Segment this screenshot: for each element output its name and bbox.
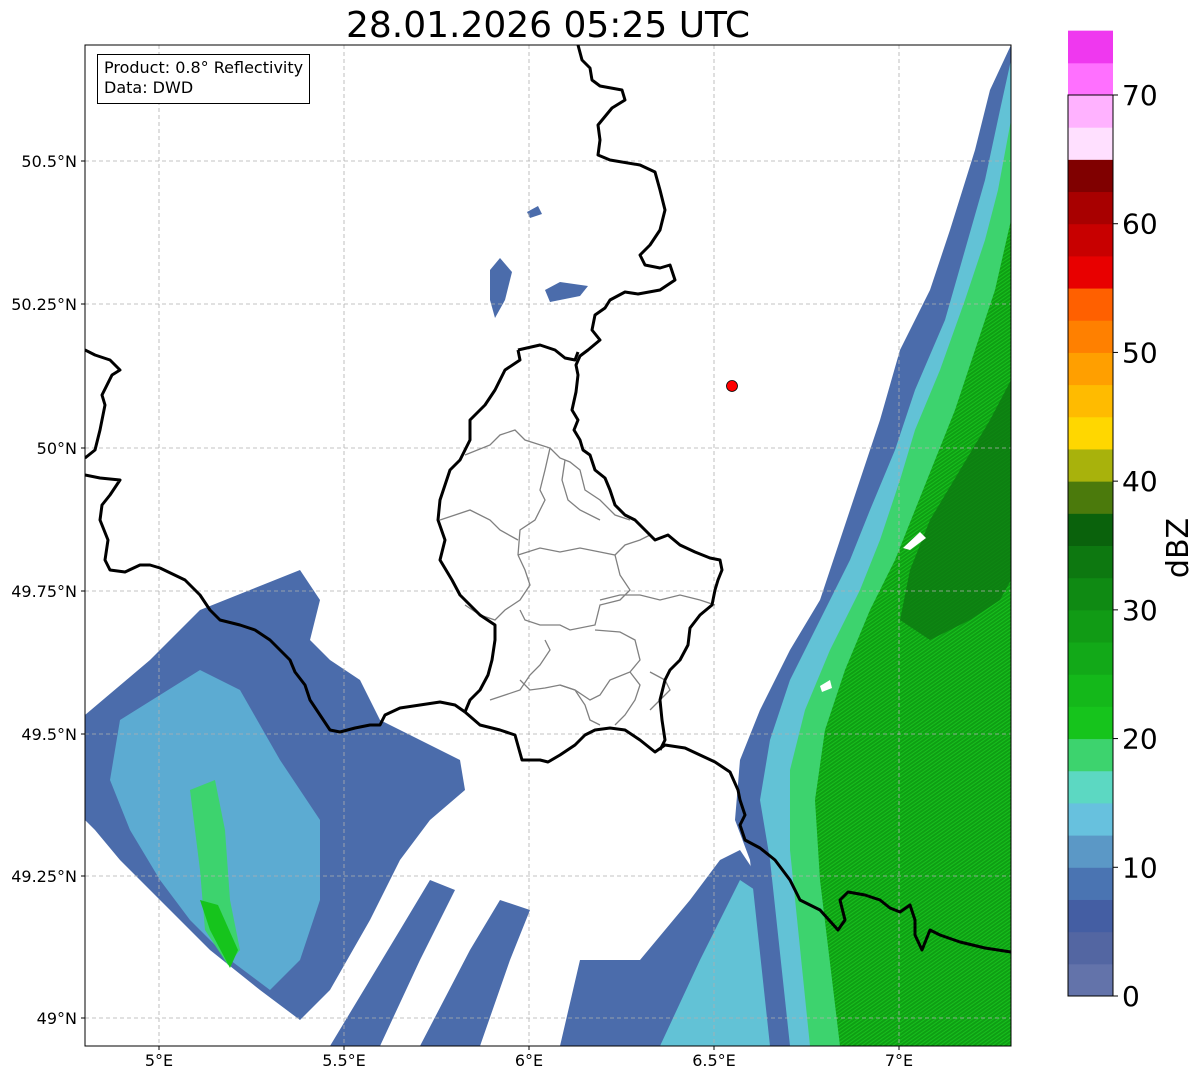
national-borders [85, 45, 1011, 954]
lat-tick-label: 49.25°N [11, 867, 77, 886]
lat-tick-label: 50°N [37, 439, 77, 458]
lon-tick-label: 5.5°E [322, 1051, 366, 1070]
lon-ticks [158, 1046, 900, 1050]
product-info-box: Product: 0.8° Reflectivity Data: DWD [97, 54, 311, 104]
lat-tick-label: 49°N [37, 1009, 77, 1028]
product-label: Product: 0.8° Reflectivity [104, 58, 304, 77]
data-source-label: Data: DWD [104, 78, 194, 97]
radar-echo-layer [85, 45, 1011, 1046]
lat-ticks [81, 160, 85, 1019]
lon-tick-label: 7°E [885, 1051, 913, 1070]
echo-south-center-cyan [660, 880, 780, 1046]
lat-tick-label: 50.5°N [21, 152, 77, 171]
echo-scatter-1 [545, 282, 588, 302]
lat-tick-label: 49.5°N [21, 725, 77, 744]
echo-scatter-2 [490, 258, 512, 318]
admin-borders [439, 429, 716, 726]
lon-tick-label: 6.5°E [692, 1051, 736, 1070]
echo-east-green [815, 220, 1011, 1046]
lat-tick-label: 50.25°N [11, 295, 77, 314]
echo-southwest-cell [190, 780, 240, 965]
echo-gap-2 [820, 680, 832, 692]
echo-east-core [900, 380, 1011, 640]
map-frame [84, 44, 1012, 1047]
gridlines [85, 45, 1011, 1046]
echo-south-streak-2 [420, 900, 530, 1046]
echo-gap-1 [903, 532, 926, 550]
lat-tick-label: 49.75°N [11, 582, 77, 601]
map-title: 28.01.2026 05:25 UTC [345, 5, 751, 46]
echo-southwest-cell-strong [200, 900, 238, 968]
lon-tick-label: 5°E [145, 1051, 173, 1070]
location-marker[interactable] [726, 380, 738, 392]
echo-south-streak-1 [330, 880, 455, 1046]
echo-scatter-3 [527, 206, 542, 218]
lon-tick-label: 6°E [515, 1051, 543, 1070]
